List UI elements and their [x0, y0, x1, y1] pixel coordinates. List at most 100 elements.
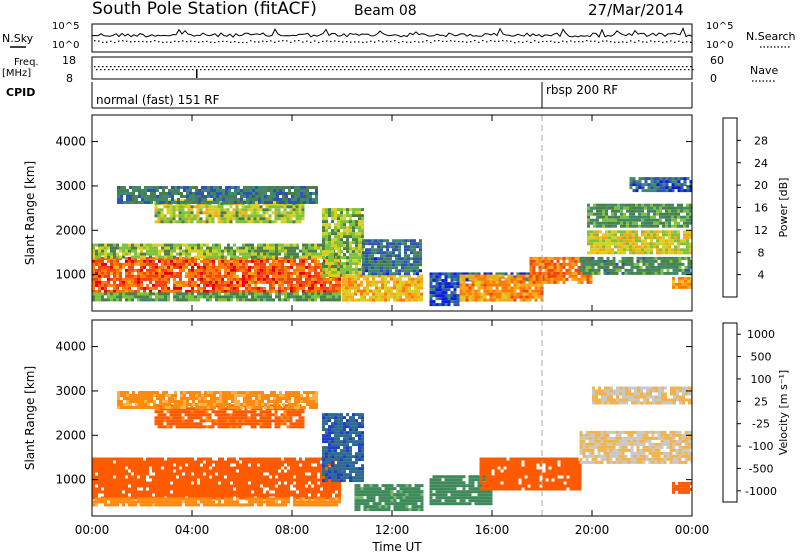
range-cell	[596, 242, 599, 246]
range-cell	[280, 220, 284, 224]
range-cell	[215, 289, 218, 293]
range-cell	[535, 274, 539, 278]
nave-point	[548, 69, 550, 71]
range-cell	[244, 217, 248, 221]
range-cell	[271, 211, 275, 215]
range-cell	[328, 259, 331, 263]
range-cell	[219, 195, 222, 198]
range-cell	[298, 217, 302, 221]
range-cell	[568, 268, 572, 272]
range-cell	[468, 277, 472, 281]
range-cell	[360, 283, 363, 287]
range-cell	[447, 294, 451, 298]
range-cell	[175, 220, 179, 224]
range-cell	[295, 205, 299, 209]
range-cell	[623, 212, 626, 216]
range-cell	[116, 277, 119, 281]
freq-point	[178, 66, 180, 68]
range-cell	[257, 280, 260, 284]
range-cell	[340, 217, 343, 221]
range-cell	[311, 277, 314, 281]
range-cell	[203, 289, 206, 293]
range-cell	[305, 252, 308, 256]
range-cell	[290, 265, 293, 269]
panel-velocity-data	[92, 386, 692, 512]
range-cell	[407, 257, 410, 261]
range-cell	[119, 460, 122, 464]
range-cell	[349, 268, 352, 272]
range-cell	[632, 212, 635, 216]
range-cell	[323, 298, 326, 302]
range-cell	[343, 220, 346, 224]
freq-point	[334, 66, 336, 68]
range-cell	[603, 262, 607, 266]
range-cell	[245, 289, 248, 293]
range-cell	[177, 201, 180, 204]
range-cell	[292, 220, 296, 224]
range-cell	[632, 218, 635, 222]
range-cell	[396, 280, 399, 284]
range-cell	[668, 233, 671, 237]
range-cell	[131, 246, 134, 250]
range-cell	[211, 211, 215, 215]
range-cell	[474, 283, 478, 287]
range-cell	[614, 245, 617, 249]
range-cell	[218, 255, 221, 259]
range-cell	[591, 268, 595, 272]
range-cell	[562, 256, 566, 260]
range-cell	[635, 248, 638, 252]
range-cell	[276, 186, 279, 189]
range-cell	[471, 272, 475, 276]
range-cell	[172, 211, 176, 215]
range-cell	[298, 211, 302, 215]
range-cell	[291, 186, 294, 189]
range-cell	[677, 183, 681, 187]
range-cell	[683, 218, 686, 222]
range-cell	[477, 280, 481, 284]
range-cell	[255, 195, 258, 198]
range-cell	[128, 252, 131, 256]
nave-point	[628, 69, 630, 71]
range-cell	[245, 246, 248, 250]
freq-traces	[94, 66, 694, 78]
range-cell	[609, 271, 613, 275]
nave-point	[448, 69, 450, 71]
nsearch-point	[602, 40, 604, 42]
range-cell	[593, 248, 596, 252]
range-cell	[158, 283, 161, 287]
range-cell	[284, 249, 287, 253]
range-cell	[362, 254, 365, 258]
range-cell	[343, 265, 346, 269]
freq-point	[234, 66, 236, 68]
range-cell	[119, 466, 122, 470]
range-cell	[571, 256, 575, 260]
range-cell	[329, 289, 332, 293]
range-cell	[119, 265, 122, 269]
range-cell	[230, 249, 233, 253]
range-cell	[101, 259, 104, 263]
range-cell	[550, 256, 554, 260]
range-cell	[303, 201, 306, 204]
range-cell	[212, 277, 215, 281]
range-cell	[687, 285, 690, 289]
range-cell	[189, 195, 192, 198]
range-cell	[420, 274, 423, 278]
range-cell	[104, 271, 107, 275]
range-cell	[273, 186, 276, 189]
range-cell	[155, 298, 158, 302]
range-cell	[349, 271, 352, 275]
range-cell	[553, 274, 557, 278]
range-cell	[260, 289, 263, 293]
range-cell	[414, 283, 417, 287]
range-cell	[474, 272, 478, 276]
range-cell	[119, 490, 122, 494]
colorbar-tick-label: 20	[754, 179, 768, 192]
range-cell	[582, 262, 586, 266]
range-cell	[384, 283, 387, 287]
range-cell	[665, 239, 668, 243]
range-cell	[291, 195, 294, 198]
range-cell	[297, 198, 300, 201]
range-cell	[689, 189, 692, 193]
range-cell	[296, 252, 299, 256]
range-cell	[265, 220, 269, 224]
